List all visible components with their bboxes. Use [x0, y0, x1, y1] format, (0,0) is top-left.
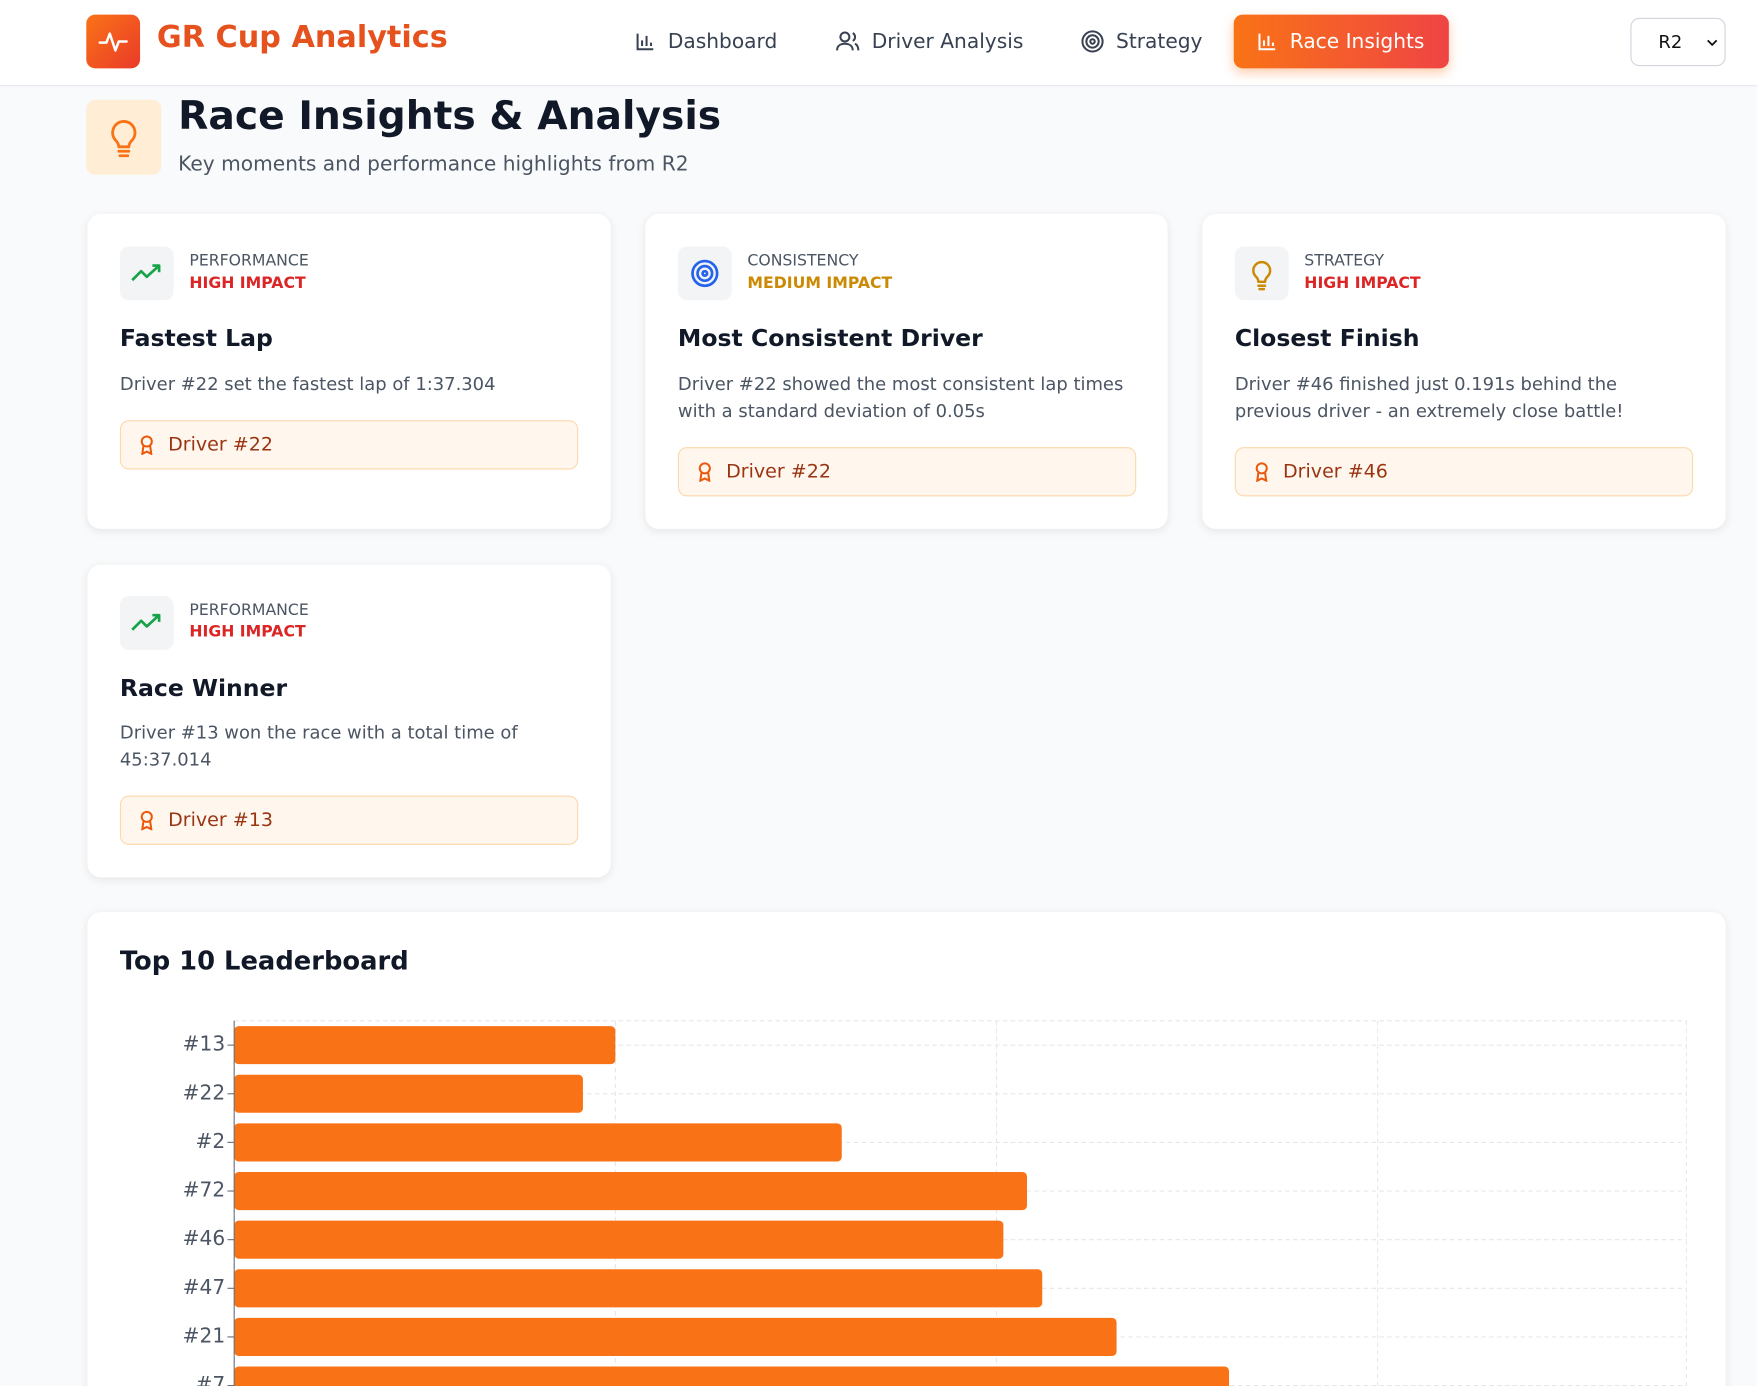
race-select-value: R2 [1658, 31, 1683, 53]
card-title: Fastest Lap [119, 324, 273, 352]
card-icon [119, 596, 174, 650]
bar [234, 1366, 1230, 1386]
y-tick-label: #21 [183, 1323, 226, 1347]
card-category: PERFORMANCE [189, 601, 309, 620]
award-icon [1255, 462, 1268, 482]
driver-label: Driver #13 [168, 809, 273, 832]
page-title: Race Insights & Analysis [178, 94, 722, 139]
y-tick-label: #22 [183, 1080, 226, 1104]
award-icon [698, 462, 711, 482]
driver-badge: Driver #22 [119, 420, 579, 470]
chevron [1707, 39, 1718, 47]
card-icon [677, 246, 732, 301]
bar [234, 1171, 1028, 1211]
nav-item[interactable]: Driver Analysis [822, 15, 1036, 69]
brand[interactable]: GR Cup Analytics [156, 20, 448, 55]
card-title: Race Winner [119, 674, 288, 702]
card-category: PERFORMANCE [189, 252, 309, 271]
bar [234, 1317, 1117, 1356]
nav-icon [1258, 33, 1276, 51]
nav-label: Race Insights [1289, 29, 1425, 54]
driver-label: Driver #22 [726, 460, 831, 483]
insight-card: PERFORMANCE HIGH IMPACT Fastest Lap Driv… [87, 214, 611, 529]
insight-card: PERFORMANCE HIGH IMPACT Race Winner Driv… [87, 564, 611, 878]
card-title: Closest Finish [1234, 324, 1420, 352]
bar [234, 1123, 842, 1162]
bulb-icon [111, 120, 137, 158]
nav-item[interactable]: Race Insights [1233, 14, 1449, 69]
nav-label: Strategy [1116, 29, 1203, 54]
card-impact: HIGH IMPACT [189, 623, 306, 641]
bar [234, 1269, 1043, 1308]
y-tick-label: #47 [183, 1275, 226, 1299]
nav-icon [636, 33, 654, 51]
insight-card: STRATEGY HIGH IMPACT Closest Finish Driv… [1202, 214, 1726, 529]
card-category: STRATEGY [1304, 252, 1385, 271]
page-subtitle: Key moments and performance highlights f… [178, 152, 689, 176]
card-icon [1234, 246, 1289, 301]
nav-label: Dashboard [667, 29, 778, 54]
driver-label: Driver #46 [1283, 460, 1388, 483]
trend-icon [131, 613, 161, 631]
y-tick-label: #13 [183, 1032, 226, 1056]
card-description: Driver #22 set the fastest lap of 1:37.3… [119, 373, 496, 395]
y-tick-label: #2 [196, 1129, 226, 1153]
y-tick-label: #46 [183, 1226, 226, 1250]
bar [234, 1026, 616, 1065]
bar [234, 1220, 1004, 1259]
nav-item[interactable]: Strategy [1067, 15, 1216, 69]
y-tick-label: #72 [183, 1178, 226, 1202]
logo[interactable] [86, 14, 141, 69]
bar [234, 1074, 583, 1113]
target-icon [691, 259, 719, 288]
card-impact: HIGH IMPACT [1304, 274, 1421, 293]
card-description: Driver #22 showed the most consistent la… [677, 373, 1124, 422]
trend-icon [131, 264, 161, 282]
award-icon [140, 810, 153, 831]
navbar: GR Cup Analytics Dashboard Driver Analys… [0, 0, 1757, 87]
nav-icon [836, 31, 860, 51]
nav-icon [1081, 30, 1104, 53]
bulb-icon [1252, 260, 1272, 291]
leaderboard-title: Top 10 Leaderboard [119, 946, 409, 976]
driver-badge: Driver #13 [119, 795, 579, 845]
nav-item[interactable]: Dashboard [621, 15, 791, 69]
race-select[interactable]: R2 [1630, 17, 1726, 67]
insight-card: CONSISTENCY MEDIUM IMPACT Most Consisten… [645, 214, 1168, 529]
award-icon [140, 435, 153, 455]
logo-icon [98, 32, 128, 52]
card-impact: HIGH IMPACT [189, 274, 306, 293]
card-category: CONSISTENCY [747, 252, 859, 271]
driver-label: Driver #22 [168, 433, 273, 457]
header-icon [86, 99, 162, 175]
card-description: Driver #46 finished just 0.191s behind t… [1234, 373, 1624, 422]
card-icon [119, 246, 174, 301]
card-impact: MEDIUM IMPACT [747, 274, 893, 293]
nav-label: Driver Analysis [871, 29, 1024, 54]
driver-badge: Driver #22 [677, 447, 1137, 497]
y-tick-label: #7 [196, 1372, 226, 1386]
card-description: Driver #13 won the race with a total tim… [119, 721, 518, 770]
driver-badge: Driver #46 [1234, 447, 1694, 497]
card-title: Most Consistent Driver [677, 324, 983, 352]
